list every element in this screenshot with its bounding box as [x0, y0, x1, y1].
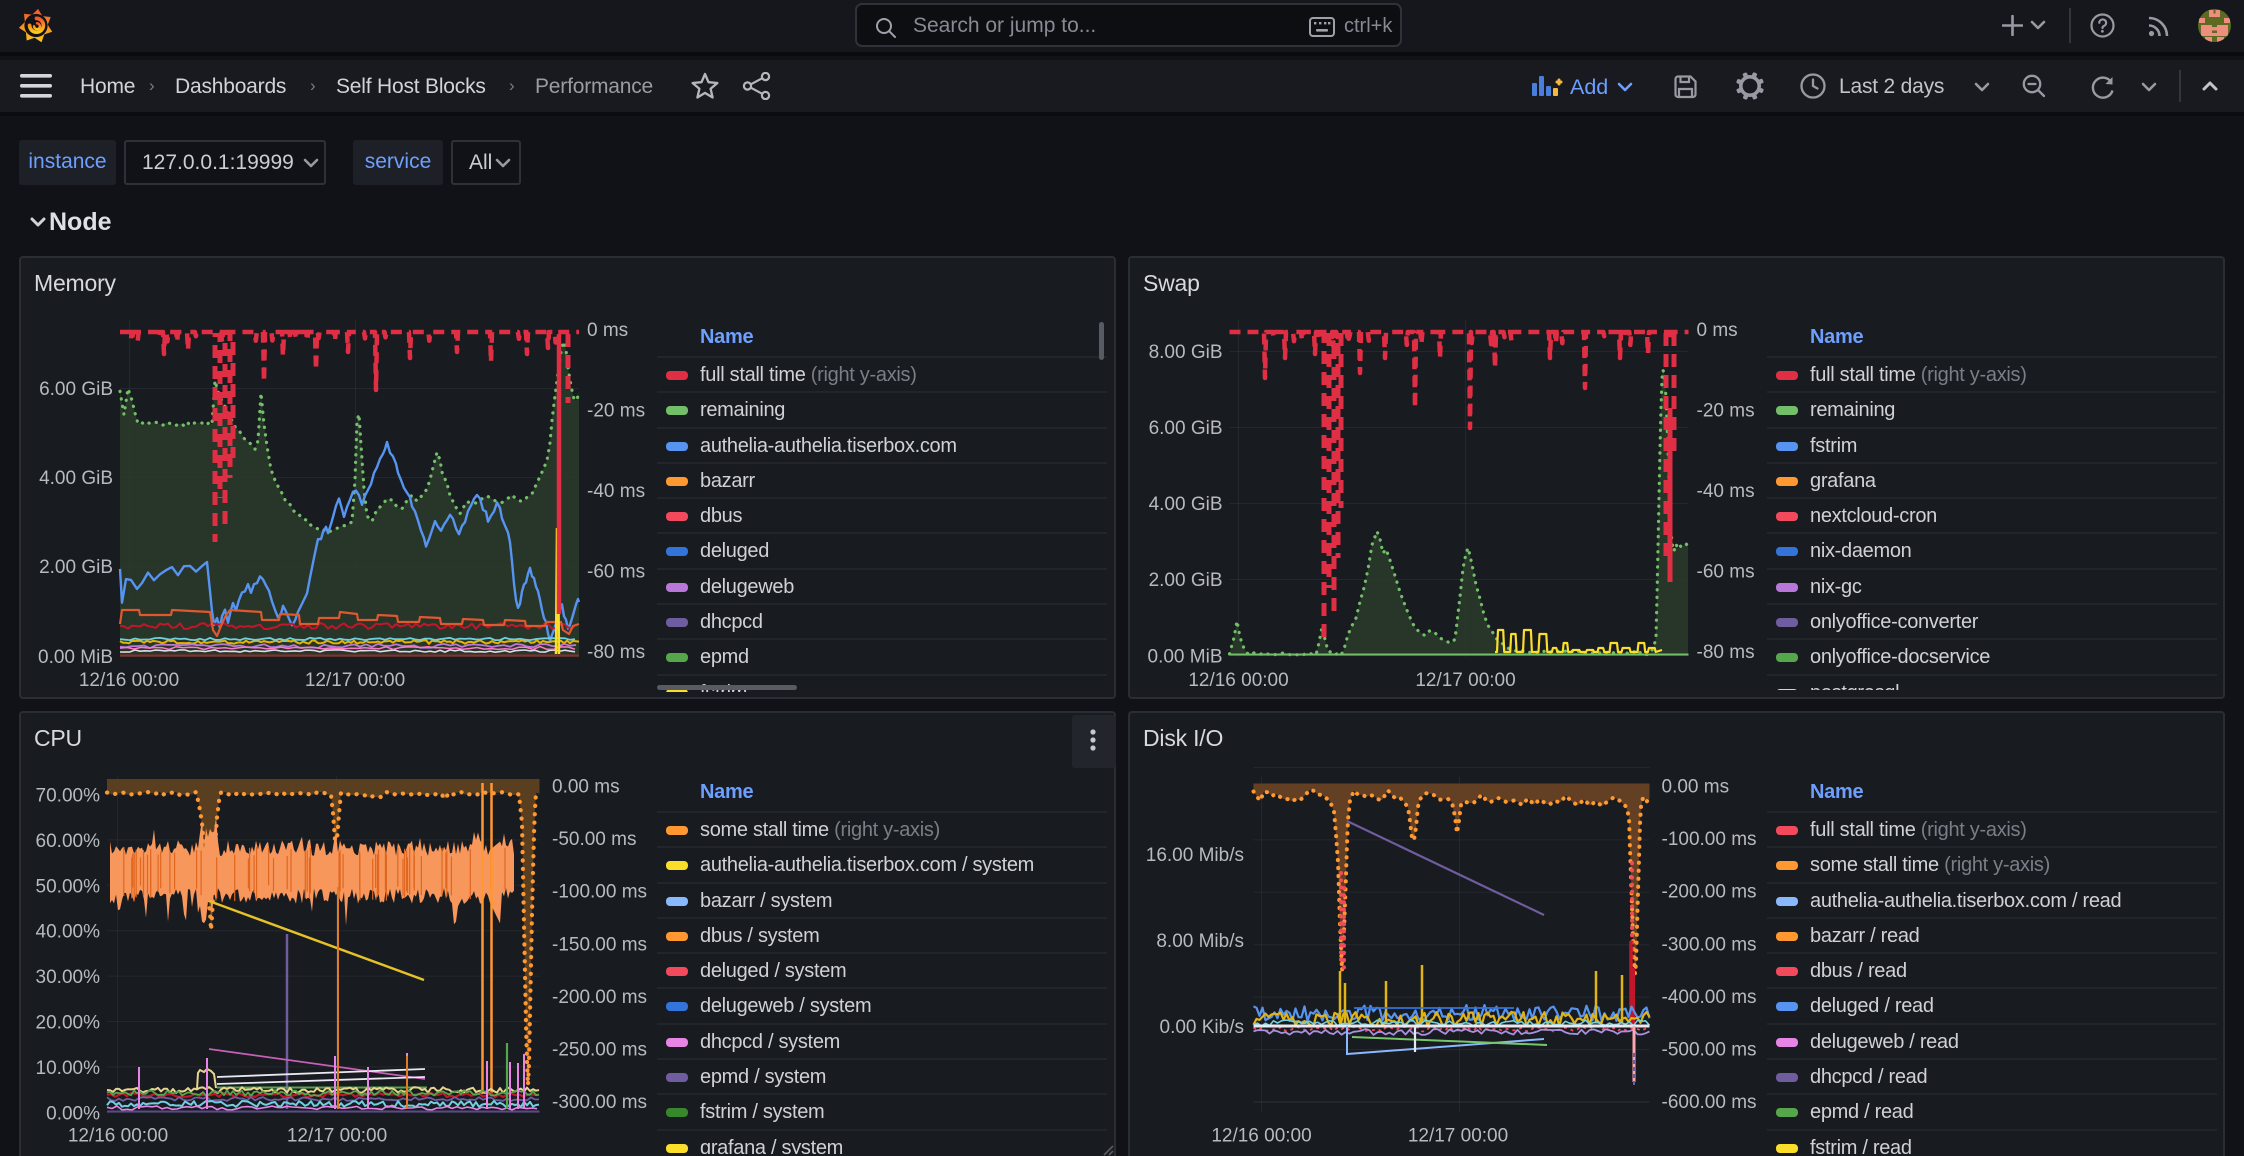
svg-text:12/16 00:00: 12/16 00:00 — [1188, 670, 1288, 691]
svg-text:0.00 Kib/s: 0.00 Kib/s — [1160, 1017, 1245, 1038]
svg-text:8.00 GiB: 8.00 GiB — [1149, 342, 1223, 363]
svg-text:60.00%: 60.00% — [36, 831, 101, 852]
svg-text:16.00 Mib/s: 16.00 Mib/s — [1146, 845, 1244, 866]
svg-text:20.00%: 20.00% — [36, 1013, 101, 1034]
svg-text:40.00%: 40.00% — [36, 922, 101, 943]
svg-text:2.00 GiB: 2.00 GiB — [39, 557, 113, 578]
svg-text:30.00%: 30.00% — [36, 967, 101, 988]
svg-text:0 ms: 0 ms — [1697, 320, 1738, 341]
svg-text:0.00 MiB: 0.00 MiB — [1148, 647, 1223, 668]
svg-text:-20 ms: -20 ms — [587, 401, 645, 422]
svg-text:-40 ms: -40 ms — [587, 481, 645, 502]
svg-text:0.00 ms: 0.00 ms — [1662, 777, 1730, 798]
svg-text:12/16 00:00: 12/16 00:00 — [1211, 1126, 1311, 1147]
svg-text:12/17 00:00: 12/17 00:00 — [305, 670, 405, 691]
svg-text:6.00 GiB: 6.00 GiB — [1149, 418, 1223, 439]
svg-text:6.00 GiB: 6.00 GiB — [39, 379, 113, 400]
svg-text:50.00%: 50.00% — [36, 876, 101, 897]
svg-text:0 ms: 0 ms — [587, 320, 628, 341]
svg-text:-250.00 ms: -250.00 ms — [552, 1040, 647, 1061]
svg-text:-100.00 ms: -100.00 ms — [1662, 829, 1757, 850]
svg-text:-200.00 ms: -200.00 ms — [1662, 882, 1757, 903]
svg-text:12/16 00:00: 12/16 00:00 — [68, 1126, 168, 1147]
svg-text:4.00 GiB: 4.00 GiB — [1149, 494, 1223, 515]
svg-text:12/17 00:00: 12/17 00:00 — [1408, 1126, 1508, 1147]
svg-text:-80 ms: -80 ms — [587, 642, 645, 663]
svg-text:-80 ms: -80 ms — [1697, 642, 1755, 663]
svg-text:12/17 00:00: 12/17 00:00 — [1415, 670, 1515, 691]
svg-text:0.00 ms: 0.00 ms — [552, 777, 620, 798]
svg-text:-20 ms: -20 ms — [1697, 401, 1755, 422]
svg-text:12/16 00:00: 12/16 00:00 — [79, 670, 179, 691]
svg-text:0.00%: 0.00% — [46, 1103, 100, 1124]
svg-text:-300.00 ms: -300.00 ms — [552, 1092, 647, 1113]
svg-text:-60 ms: -60 ms — [587, 562, 645, 583]
svg-text:8.00 Mib/s: 8.00 Mib/s — [1156, 931, 1244, 952]
svg-text:-200.00 ms: -200.00 ms — [552, 987, 647, 1008]
svg-text:-400.00 ms: -400.00 ms — [1662, 987, 1757, 1008]
svg-text:-150.00 ms: -150.00 ms — [552, 934, 647, 955]
svg-text:-600.00 ms: -600.00 ms — [1662, 1092, 1757, 1113]
svg-text:12/17 00:00: 12/17 00:00 — [287, 1126, 387, 1147]
svg-text:-100.00 ms: -100.00 ms — [552, 882, 647, 903]
svg-text:0.00 MiB: 0.00 MiB — [38, 647, 113, 668]
svg-text:-300.00 ms: -300.00 ms — [1662, 934, 1757, 955]
svg-text:4.00 GiB: 4.00 GiB — [39, 468, 113, 489]
svg-text:-60 ms: -60 ms — [1697, 562, 1755, 583]
svg-text:-40 ms: -40 ms — [1697, 481, 1755, 502]
svg-text:2.00 GiB: 2.00 GiB — [1149, 570, 1223, 591]
svg-text:-50.00 ms: -50.00 ms — [552, 829, 636, 850]
svg-text:70.00%: 70.00% — [36, 786, 101, 807]
svg-text:-500.00 ms: -500.00 ms — [1662, 1040, 1757, 1061]
svg-text:10.00%: 10.00% — [36, 1058, 101, 1079]
